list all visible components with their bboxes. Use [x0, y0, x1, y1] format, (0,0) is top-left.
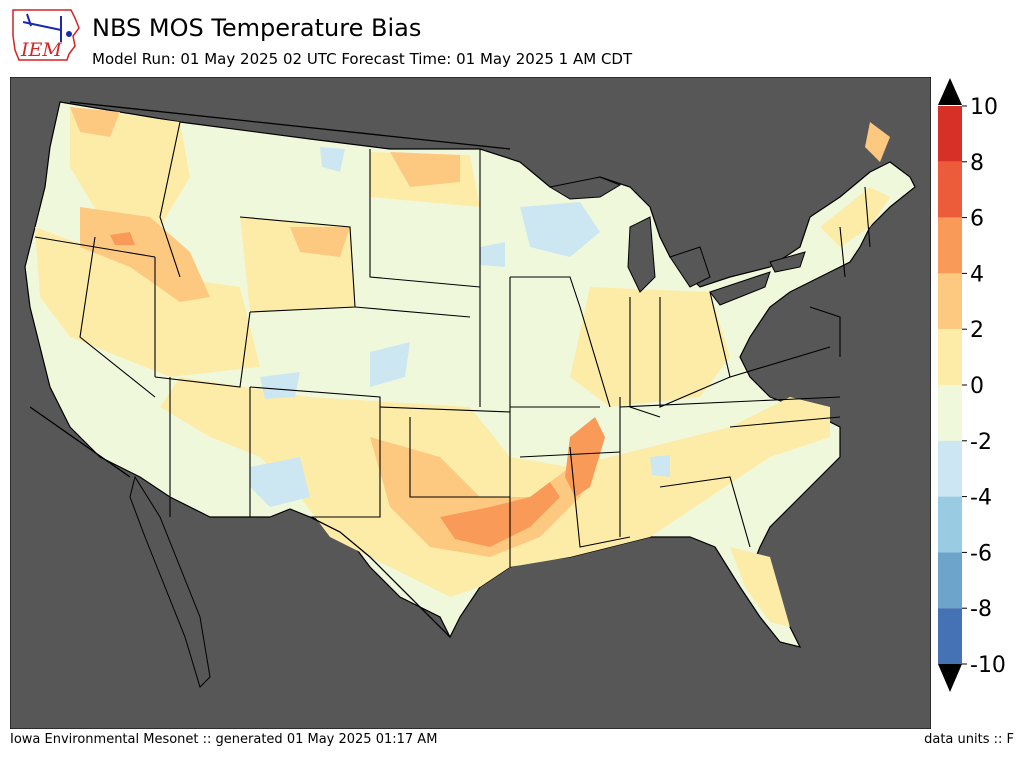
iem-logo: IEM: [12, 9, 80, 61]
colorbar-under-arrow: [938, 664, 962, 692]
colorbar-bin: [938, 217, 962, 274]
colorbar-bin: [938, 329, 962, 385]
colorbar: 10 8 6 4 2 0 -2 -4 -6 -8 -10: [938, 78, 1006, 692]
temperature-bias-map: [10, 77, 931, 729]
weather-station-icon: [22, 13, 72, 42]
colorbar-tick-label: 0: [970, 374, 984, 399]
colorbar-bins: [938, 106, 962, 664]
colorbar-tick-label: -2: [970, 430, 992, 455]
footer-credit: Iowa Environmental Mesonet :: generated …: [10, 732, 438, 747]
colorbar-tick-label: 2: [970, 318, 984, 343]
baja-peninsula: [129, 475, 211, 688]
bias-fill-0-2: [35, 107, 890, 627]
colorbar-bin: [938, 273, 962, 330]
great-lakes: [548, 176, 806, 306]
colorbar-bin: [938, 161, 962, 218]
state-borders: [34, 121, 871, 567]
bias-fill-2-4: [70, 107, 890, 557]
logo-text: IEM: [20, 39, 62, 61]
page-title: NBS MOS Temperature Bias: [92, 14, 422, 42]
colorbar-bin: [938, 385, 962, 441]
colorbar-tick-label: -10: [970, 653, 1006, 678]
colorbar-tick-label: 8: [970, 151, 984, 176]
colorbar-tick-label: 6: [970, 207, 984, 232]
bias-fill-4-6: [110, 232, 605, 547]
page-subtitle: Model Run: 01 May 2025 02 UTC Forecast T…: [92, 50, 633, 68]
colorbar-bin: [938, 608, 962, 664]
colorbar-tick-label: -4: [970, 486, 992, 511]
colorbar-tick-label: 10: [970, 95, 998, 120]
colorbar-tick-label: -6: [970, 541, 992, 566]
bias-fill-neg4-neg2: [250, 147, 670, 507]
colorbar-bin: [938, 552, 962, 609]
colorbar-ticks: 10 8 6 4 2 0 -2 -4 -6 -8 -10: [962, 95, 1006, 678]
colorbar-tick-label: 4: [970, 262, 984, 287]
colorbar-tick-label: -8: [970, 597, 992, 622]
colorbar-bin: [938, 106, 962, 162]
colorbar-bin: [938, 440, 962, 497]
colorbar-bin: [938, 496, 962, 553]
footer-units: data units :: F: [924, 732, 1014, 747]
colorbar-over-arrow: [938, 78, 962, 105]
international-border: [29, 101, 511, 638]
